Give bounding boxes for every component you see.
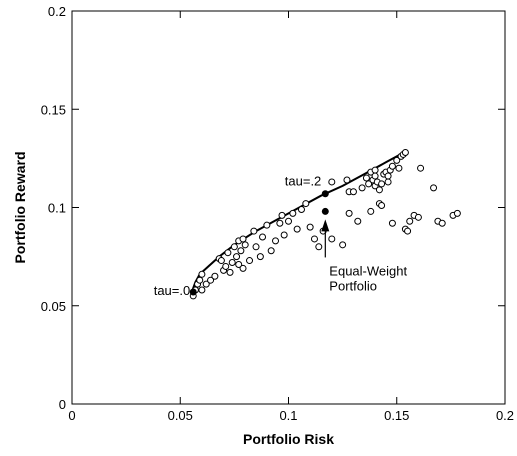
scatter-point [263, 221, 271, 229]
scatter-point [202, 280, 210, 288]
scatter-point [272, 237, 280, 245]
plot-frame [71, 10, 506, 405]
scatter-point [250, 227, 258, 235]
x-tick-label: 0.15 [384, 408, 409, 423]
scatter-point [354, 217, 362, 225]
scatter-point [345, 209, 353, 217]
y-tick-label: 0.2 [48, 4, 66, 19]
scatter-point [246, 257, 254, 265]
scatter-point [388, 162, 396, 170]
y-axis-title: Portfolio Reward [12, 151, 28, 263]
scatter-point [453, 209, 461, 217]
scatter-point [417, 164, 425, 172]
scatter-point [358, 184, 366, 192]
scatter-point [278, 211, 286, 219]
scatter-point [339, 241, 347, 249]
scatter-point [362, 174, 370, 182]
scatter-point [235, 260, 243, 268]
scatter-point [371, 172, 379, 180]
scatter-point [404, 227, 412, 235]
scatter-point [378, 202, 386, 210]
annotation-arrow-head [321, 219, 330, 232]
scatter-point [438, 219, 446, 227]
scatter-point [293, 225, 301, 233]
scatter-point [230, 243, 238, 251]
scatter-point [276, 219, 284, 227]
scatter-point [406, 217, 414, 225]
scatter-point [267, 247, 275, 255]
highlight-point [321, 207, 329, 215]
scatter-point [367, 207, 375, 215]
scatter-point [378, 180, 386, 188]
annotation-tau-0: tau=.0 [154, 283, 191, 298]
scatter-point [388, 219, 396, 227]
y-tick-label: 0 [59, 397, 66, 412]
scatter-point [217, 257, 225, 265]
scatter-point [349, 188, 357, 196]
scatter-point [395, 164, 403, 172]
scatter-point [285, 217, 292, 225]
scatter-point [302, 200, 310, 208]
y-tick-label: 0.15 [41, 102, 66, 117]
scatter-point [393, 156, 401, 164]
scatter-point [371, 166, 379, 174]
y-tick-label: 0.1 [48, 201, 66, 216]
scatter-points [189, 148, 461, 300]
x-axis-title: Portfolio Risk [243, 431, 334, 447]
scatter-point [198, 270, 206, 278]
scatter-point [430, 184, 438, 192]
scatter-point [239, 235, 247, 243]
x-tick-label: 0.1 [279, 408, 297, 423]
x-tick-label: 0.2 [496, 408, 514, 423]
scatter-point [289, 209, 297, 217]
scatter-point [222, 262, 230, 270]
scatter-point [239, 264, 247, 272]
scatter-point [375, 186, 383, 194]
scatter-point [198, 286, 206, 294]
scatter-point [256, 253, 264, 261]
scatter-point [315, 243, 323, 251]
scatter-point [237, 247, 245, 255]
x-tick-label: 0 [68, 408, 75, 423]
axis-ticks: 0 0.05 0.1 0.15 0.2 0 0.05 0.1 0.15 0.2 [41, 4, 514, 423]
scatter-point [259, 233, 267, 241]
scatter-point [224, 249, 232, 257]
scatter-point [401, 148, 409, 156]
scatter-point [252, 243, 260, 251]
scatter-point [310, 235, 318, 243]
scatter-point [328, 235, 336, 243]
annotation-equal-weight-line: Portfolio [329, 278, 377, 293]
highlight-point [189, 288, 197, 296]
scatter-point [297, 205, 305, 213]
highlight-points [189, 190, 329, 296]
scatter-point [233, 253, 241, 261]
scatter-point [384, 178, 392, 186]
scatter-point [211, 272, 219, 280]
highlight-point [321, 190, 329, 198]
y-tick-label: 0.05 [41, 299, 66, 314]
scatter-point [343, 176, 351, 184]
scatter-point [414, 213, 422, 221]
scatter-point [241, 241, 249, 249]
annotation-tau-2: tau=.2 [285, 174, 322, 189]
scatter-point [207, 276, 215, 284]
x-tick-label: 0.05 [168, 408, 193, 423]
scatter-point [226, 268, 234, 276]
annotation-equal-weight-line: Equal-Weight [329, 263, 407, 278]
scatter-point [384, 172, 392, 180]
scatter-point [228, 259, 236, 267]
scatter-point [280, 231, 288, 239]
scatter-point [306, 223, 314, 231]
scatter-point [328, 178, 336, 186]
scatter-point [365, 180, 373, 188]
scatter-point [196, 276, 204, 284]
